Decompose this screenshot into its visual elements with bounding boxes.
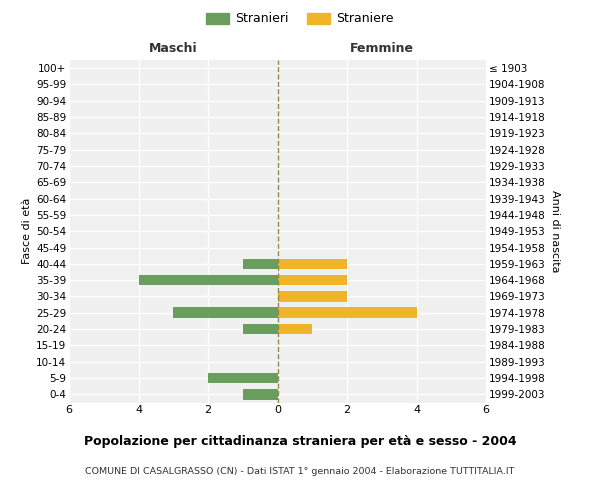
Bar [277,275,347,285]
Bar [243,258,277,269]
Bar [277,308,416,318]
Bar [277,291,347,302]
Legend: Stranieri, Straniere: Stranieri, Straniere [203,8,397,29]
Text: Popolazione per cittadinanza straniera per età e sesso - 2004: Popolazione per cittadinanza straniera p… [83,435,517,448]
Y-axis label: Anni di nascita: Anni di nascita [550,190,560,272]
Text: COMUNE DI CASALGRASSO (CN) - Dati ISTAT 1° gennaio 2004 - Elaborazione TUTTITALI: COMUNE DI CASALGRASSO (CN) - Dati ISTAT … [85,468,515,476]
Bar [139,275,277,285]
Y-axis label: Fasce di età: Fasce di età [22,198,32,264]
Bar [173,308,277,318]
Text: Femmine: Femmine [350,42,414,55]
Bar [208,372,277,384]
Bar [243,389,277,400]
Bar [243,324,277,334]
Bar [277,324,312,334]
Bar [277,258,347,269]
Text: Maschi: Maschi [149,42,197,55]
